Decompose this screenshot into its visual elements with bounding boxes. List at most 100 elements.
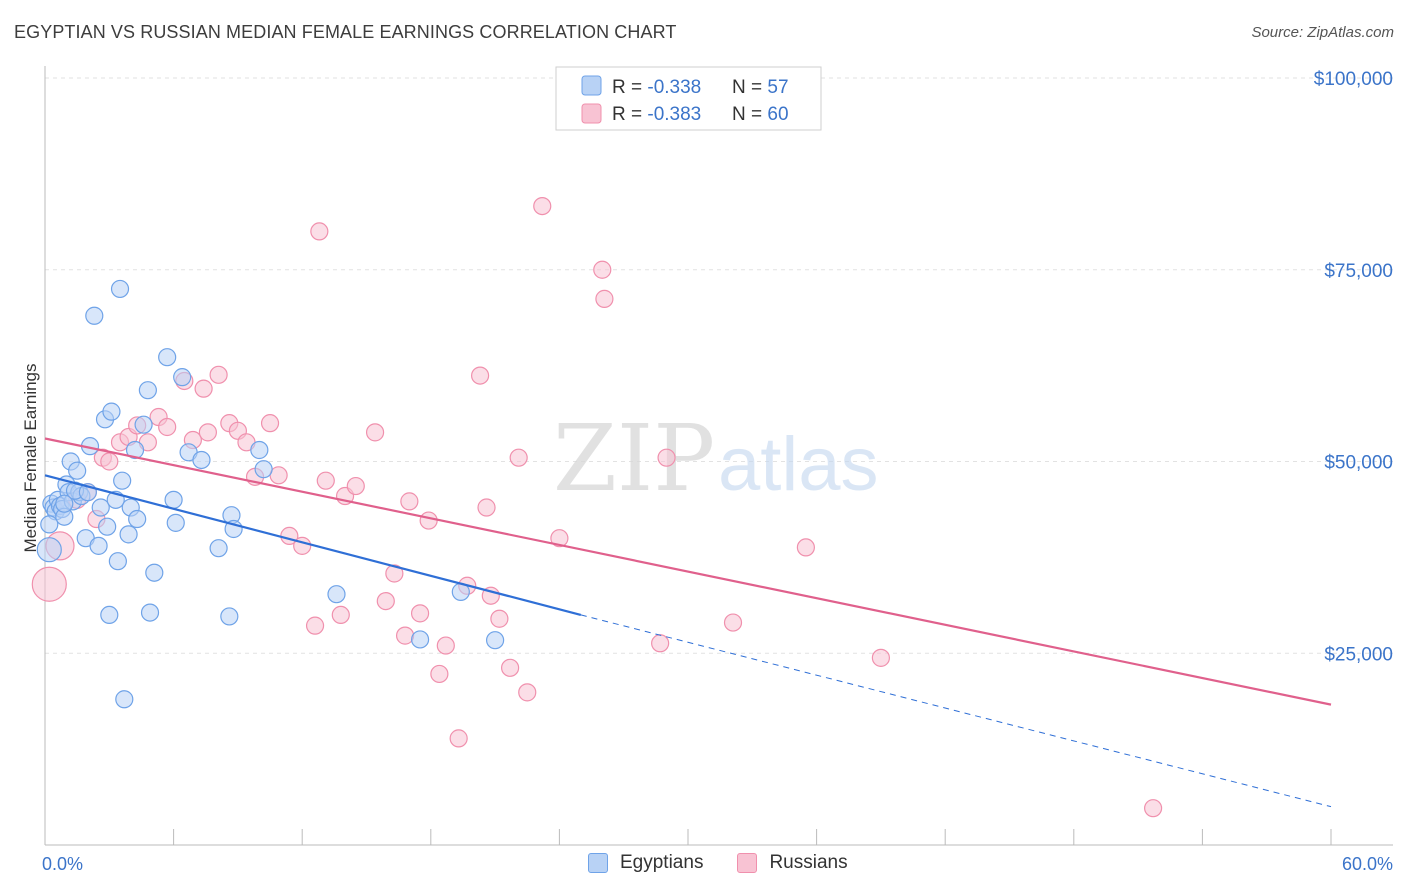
- point-egyptians: [209, 539, 228, 558]
- point-russians: [436, 636, 455, 655]
- point-russians: [31, 566, 67, 602]
- point-egyptians: [68, 461, 87, 480]
- legend-item-egyptians[interactable]: Egyptians: [588, 852, 703, 874]
- y-tick-label: $100,000: [1314, 69, 1393, 90]
- legend-russians-swatch: [581, 103, 602, 124]
- point-russians: [723, 613, 743, 632]
- x-tick-right: 60.0%: [1342, 854, 1393, 874]
- point-egyptians: [192, 450, 211, 470]
- point-egyptians: [36, 537, 62, 563]
- legend-egyptians-n-label: N =: [732, 77, 767, 98]
- point-russians: [158, 417, 177, 437]
- point-russians: [470, 366, 490, 385]
- axes: [44, 66, 1393, 846]
- point-russians: [796, 538, 815, 557]
- legend-top: R = -0.338 N = 57 R = -0.383 N = 60: [555, 66, 822, 131]
- legend-russians-swatch-bottom: [737, 853, 758, 873]
- legend-item-russians[interactable]: Russians: [737, 852, 848, 874]
- point-russians: [100, 452, 119, 471]
- point-russians: [593, 260, 612, 279]
- point-egyptians: [164, 490, 183, 509]
- legend-egyptians-r-label: R =: [612, 77, 647, 98]
- point-russians: [260, 414, 280, 433]
- point-egyptians: [115, 690, 134, 709]
- y-tick-label: $25,000: [1324, 644, 1393, 665]
- point-egyptians: [125, 440, 145, 460]
- point-russians: [410, 604, 430, 623]
- svg-text:R = -0.383: R = -0.383: [612, 104, 701, 125]
- legend-egyptians-n-value: 57: [767, 77, 788, 98]
- point-russians: [346, 476, 365, 496]
- point-russians: [194, 379, 213, 398]
- point-egyptians: [108, 552, 127, 571]
- y-tick-labels: $25,000 $50,000 $75,000 $100,000: [1314, 69, 1393, 665]
- point-egyptians: [410, 630, 430, 649]
- point-egyptians: [145, 563, 164, 582]
- point-egyptians: [98, 517, 117, 536]
- legend-russians-n-value: 60: [767, 104, 788, 125]
- series-russians: [31, 196, 1163, 818]
- y-tick-label: $50,000: [1324, 453, 1393, 474]
- legend-egyptians-swatch: [581, 75, 602, 96]
- point-russians: [365, 423, 385, 442]
- point-egyptians: [140, 603, 160, 622]
- trend-lines: [44, 437, 1332, 808]
- point-egyptians: [486, 631, 505, 650]
- legend-bottom: Egyptians Russians: [588, 852, 882, 874]
- point-egyptians: [138, 381, 157, 400]
- point-russians: [518, 683, 537, 702]
- point-egyptians: [134, 415, 153, 434]
- point-egyptians: [158, 348, 177, 367]
- watermark: ZIP atlas: [553, 405, 879, 512]
- point-russians: [400, 492, 419, 511]
- point-egyptians: [327, 585, 346, 604]
- point-egyptians: [254, 460, 273, 479]
- point-russians: [430, 664, 449, 684]
- point-egyptians: [250, 440, 269, 460]
- watermark-zip: ZIP: [553, 405, 715, 512]
- point-russians: [376, 591, 395, 611]
- legend-russians-r-value: -0.383: [647, 104, 701, 125]
- point-russians: [550, 529, 569, 548]
- point-egyptians: [110, 279, 130, 299]
- legend-russians-n-label: N =: [732, 104, 767, 125]
- gridlines: [45, 77, 1393, 654]
- x-tick-left: 0.0%: [42, 854, 83, 874]
- point-russians: [449, 729, 468, 748]
- point-russians: [331, 605, 350, 625]
- trend-line-egyptians-extension: [580, 614, 1332, 808]
- point-egyptians: [89, 536, 108, 555]
- point-egyptians: [85, 306, 104, 325]
- point-egyptians: [55, 494, 74, 513]
- svg-text:N = 60: N = 60: [732, 104, 789, 125]
- point-russians: [871, 648, 891, 667]
- point-egyptians: [40, 515, 59, 534]
- legend-egyptians-swatch-bottom: [588, 853, 608, 873]
- source-label: Source: ZipAtlas.com: [1251, 24, 1394, 41]
- point-russians: [316, 471, 335, 490]
- y-axis-label: Median Female Earnings: [21, 364, 40, 553]
- point-russians: [509, 448, 528, 467]
- point-egyptians: [128, 509, 147, 529]
- point-russians: [595, 289, 614, 308]
- legend-egyptians-r-value: -0.338: [647, 77, 701, 98]
- point-russians: [385, 564, 404, 583]
- legend-russians-r-label: R =: [612, 104, 647, 125]
- point-russians: [419, 511, 438, 530]
- point-russians: [310, 222, 329, 241]
- svg-text:R = -0.338: R = -0.338: [612, 77, 701, 98]
- point-russians: [657, 448, 676, 467]
- point-egyptians: [91, 498, 110, 517]
- point-russians: [395, 626, 415, 645]
- point-russians: [501, 658, 520, 677]
- y-tick-label: $75,000: [1324, 261, 1393, 282]
- point-egyptians: [113, 471, 132, 490]
- point-egyptians: [102, 402, 121, 421]
- point-russians: [305, 616, 325, 635]
- trend-line-egyptians: [44, 474, 582, 616]
- point-russians: [533, 196, 552, 216]
- point-egyptians: [100, 605, 119, 625]
- point-russians: [209, 365, 228, 384]
- point-russians: [198, 423, 217, 442]
